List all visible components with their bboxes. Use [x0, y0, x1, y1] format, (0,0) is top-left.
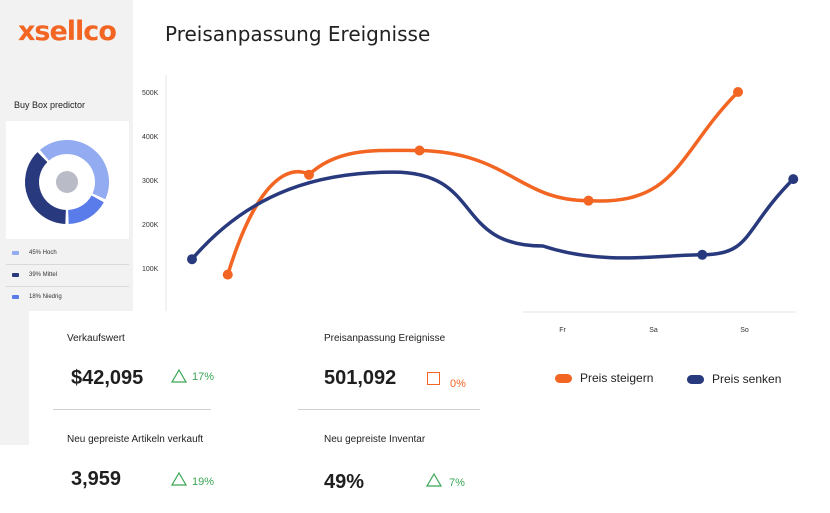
xsellco-logo[interactable]: xsellco — [18, 16, 117, 47]
legend-label-mittel: 39% Mittel — [29, 272, 58, 278]
data-point-preis-steigern[interactable] — [733, 87, 743, 97]
y-tick-label: 300K — [142, 178, 159, 185]
x-tick-label: Fr — [559, 327, 566, 334]
donut-slice-hoch — [39, 140, 109, 200]
y-tick-label: 100K — [142, 266, 159, 273]
legend-row-niedrig: 18% Niedrig — [6, 287, 129, 308]
stat-value-verkaufswert: $42,095 — [71, 367, 144, 389]
x-tick-labels: Fr Sa So — [559, 327, 749, 334]
stat-delta-inventar: 7% — [449, 477, 465, 489]
data-point-preis-steigern[interactable] — [304, 169, 314, 180]
y-tick-labels: 500K 400K 300K 200K 100K — [142, 90, 159, 273]
buy-box-donut-chart — [25, 140, 109, 224]
page-title: Preisanpassung Ereignisse — [165, 22, 431, 46]
x-tick-label: So — [740, 327, 749, 334]
legend-swatch-niedrig — [12, 295, 19, 299]
stat-label-verkaufswert: Verkaufswert — [67, 333, 125, 344]
donut-center — [56, 171, 78, 193]
data-point-preis-senken[interactable] — [788, 174, 799, 185]
donut-slice-mittel — [25, 152, 67, 224]
series-line-preis-senken — [190, 170, 795, 261]
divider — [298, 409, 480, 410]
legend-item-preis-steigern[interactable]: Preis steigern — [555, 371, 653, 385]
y-tick-label: 200K — [142, 222, 159, 229]
legend-swatch-hoch — [12, 251, 19, 255]
stat-delta-verkaufswert: 17% — [192, 371, 215, 383]
series-line-preis-steigern — [226, 90, 740, 277]
stat-value-artikel: 3,959 — [71, 468, 122, 490]
square-neutral-icon — [427, 372, 440, 385]
x-tick-label: Sa — [649, 327, 658, 334]
stat-label-inventar: Neu gepreiste Inventar — [324, 434, 426, 445]
legend-pill-orange — [555, 374, 572, 384]
legend-label-preis-steigern: Preis steigern — [580, 371, 654, 385]
legend-row-mittel: 39% Mittel — [6, 265, 129, 287]
y-tick-label: 500K — [142, 90, 159, 97]
stat-value-preisanpassung: 501,092 — [324, 367, 397, 389]
legend-item-preis-senken[interactable]: Preis senken — [687, 372, 781, 386]
data-point-preis-senken[interactable] — [187, 254, 197, 265]
triangle-up-icon — [171, 369, 187, 383]
donut-slice-niedrig — [67, 195, 104, 224]
data-point-preis-steigern[interactable] — [414, 145, 425, 156]
stats-card: Verkaufswert $42,095 17% Preisanpassung … — [29, 311, 523, 513]
data-point-preis-senken[interactable] — [697, 249, 708, 260]
data-point-preis-steigern[interactable] — [583, 195, 594, 206]
y-tick-label: 400K — [142, 134, 159, 141]
stat-value-inventar: 49% — [324, 471, 365, 493]
triangle-up-icon — [171, 472, 187, 486]
stat-delta-preisanpassung: 0% — [450, 378, 466, 390]
divider — [53, 409, 211, 410]
legend-swatch-mittel — [12, 273, 19, 277]
triangle-up-icon — [426, 473, 442, 487]
buy-box-title: Buy Box predictor — [14, 100, 86, 110]
stat-delta-artikel: 19% — [192, 476, 215, 488]
legend-label-preis-senken: Preis senken — [712, 372, 782, 386]
legend-label-niedrig: 18% Niedrig — [29, 294, 62, 300]
legend-label-hoch: 45% Hoch — [29, 250, 57, 256]
legend-pill-navy — [687, 375, 704, 385]
data-points — [187, 87, 799, 280]
buy-box-donut-card — [6, 121, 129, 239]
stat-label-artikel: Neu gepreiste Artikeln verkauft — [67, 434, 204, 445]
legend-row-hoch: 45% Hoch — [6, 243, 129, 265]
data-point-preis-steigern[interactable] — [222, 269, 233, 280]
stat-label-preisanpassung: Preisanpassung Ereignisse — [324, 333, 446, 344]
